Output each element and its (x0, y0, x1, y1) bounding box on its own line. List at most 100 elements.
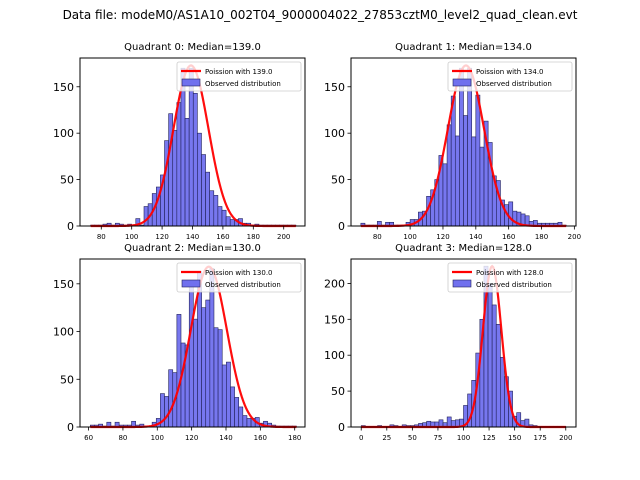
legend-label-observed: Observed distribution (205, 80, 281, 88)
x-tick-label: 140 (469, 233, 482, 241)
histogram-bar (217, 329, 223, 428)
y-tick-label: 50 (60, 373, 74, 386)
histogram-bar (201, 154, 206, 227)
y-tick-label: 150 (324, 81, 345, 94)
x-tick-label: 50 (408, 434, 417, 442)
panel-title: Quadrant 0: Median=139.0 (124, 42, 261, 53)
x-tick-label: 0 (359, 434, 363, 442)
legend-box (447, 262, 573, 293)
panel-quadrant-3: Quadrant 3: Median=128.0 0 25 50 75 100 125 150… (324, 243, 577, 442)
histogram-bar (164, 396, 169, 428)
legend-label-poisson: Poission with 134.0 (476, 68, 544, 76)
legend-label-poisson: Poission with 128.0 (476, 269, 544, 277)
legend-bar-swatch (452, 78, 472, 87)
histogram-bar (454, 135, 460, 227)
histogram-bar (491, 304, 497, 428)
y-tick-label: 50 (60, 174, 74, 187)
histogram-bar (201, 307, 207, 428)
x-tick-label: 160 (502, 233, 515, 241)
x-tick-label: 100 (457, 434, 470, 442)
histogram-bar (213, 195, 219, 227)
x-tick-label: 80 (97, 233, 106, 241)
legend-label-observed: Observed distribution (476, 281, 552, 289)
y-tick-label: 200 (324, 277, 345, 290)
legend-box (176, 61, 302, 92)
legend-box (447, 61, 573, 92)
histogram-bar (487, 283, 493, 428)
x-tick-label: 140 (219, 434, 232, 442)
histogram-bar (234, 397, 240, 428)
histogram-bar (188, 283, 194, 428)
histogram-bar (221, 364, 227, 428)
histogram-bar (180, 342, 186, 428)
x-tick-label: 175 (534, 434, 547, 442)
x-tick-label: 150 (508, 434, 521, 442)
y-tick-label: 0 (67, 220, 74, 233)
x-tick-label: 200 (568, 233, 581, 241)
x-tick-label: 100 (125, 233, 138, 241)
histogram-bar (450, 95, 456, 227)
histogram-bar (495, 324, 501, 428)
axes-frame (79, 258, 306, 428)
x-tick-label: 25 (382, 434, 391, 442)
x-tick-label: 100 (403, 233, 416, 241)
histogram-bar (246, 418, 252, 428)
histogram-bar (217, 206, 223, 227)
legend-bar-swatch (452, 279, 472, 288)
histogram-bar (467, 67, 473, 227)
histogram-bar (230, 386, 235, 428)
histogram-bar (205, 171, 210, 227)
x-tick-label: 80 (373, 233, 382, 241)
legend-bar-swatch (181, 279, 201, 288)
x-tick-label: 160 (254, 434, 267, 442)
histogram-bar (479, 146, 485, 227)
histogram-bar (463, 115, 468, 227)
x-tick-label: 180 (288, 434, 301, 442)
histogram-bar (238, 406, 244, 428)
histogram-bar (143, 206, 149, 227)
histogram-bar (172, 130, 178, 227)
histogram-bar (446, 124, 452, 227)
histogram-bar (225, 216, 231, 227)
panel-quadrant-0: Quadrant 0: Median=139.0 80 100 120 140 160 18… (53, 42, 306, 241)
y-tick-label: 0 (338, 220, 345, 233)
legend-label-poisson: Poission with 139.0 (205, 68, 273, 76)
x-tick-label: 180 (535, 233, 548, 241)
histogram-bar (188, 67, 194, 227)
panel-title: Quadrant 2: Median=130.0 (124, 243, 261, 254)
x-tick-label: 125 (482, 434, 495, 442)
histogram-bar (205, 299, 211, 428)
y-tick-label: 150 (53, 278, 74, 291)
x-tick-label: 180 (247, 233, 260, 241)
x-tick-label: 200 (277, 233, 290, 241)
y-tick-label: 100 (53, 326, 74, 339)
histogram-bar (459, 67, 464, 227)
axes-frame (350, 57, 577, 227)
histogram-bar (229, 219, 235, 227)
figure-suptitle: Data file: modeM0/AS1A10_002T04_90000040… (62, 8, 578, 22)
histogram-bar (176, 102, 182, 227)
x-tick-label: 140 (186, 233, 199, 241)
histogram-bar (184, 118, 190, 227)
histogram-bar (168, 369, 174, 428)
y-tick-label: 0 (67, 421, 74, 434)
histogram-bar (213, 327, 219, 428)
y-tick-label: 100 (324, 127, 345, 140)
histogram-bar (226, 361, 231, 428)
histogram-bar (471, 136, 477, 227)
histogram-bar (508, 201, 514, 227)
panel-quadrant-2: Quadrant 2: Median=130.0 60 80 100 120 140 160… (53, 243, 306, 442)
histogram-bar (192, 92, 198, 227)
histogram-bar (446, 416, 452, 428)
x-tick-label: 120 (155, 233, 168, 241)
x-tick-label: 80 (118, 434, 127, 442)
histogram-bar (193, 318, 198, 428)
legend-label-observed: Observed distribution (476, 80, 552, 88)
panel-quadrant-1: Quadrant 1: Median=134.0 80 100 120 140 160 18… (324, 42, 581, 241)
legend-bar-swatch (181, 78, 201, 87)
x-tick-label: 120 (185, 434, 198, 442)
legend-label-poisson: Poission with 130.0 (205, 269, 273, 277)
panel-title: Quadrant 3: Median=128.0 (395, 243, 532, 254)
y-tick-label: 50 (331, 385, 345, 398)
